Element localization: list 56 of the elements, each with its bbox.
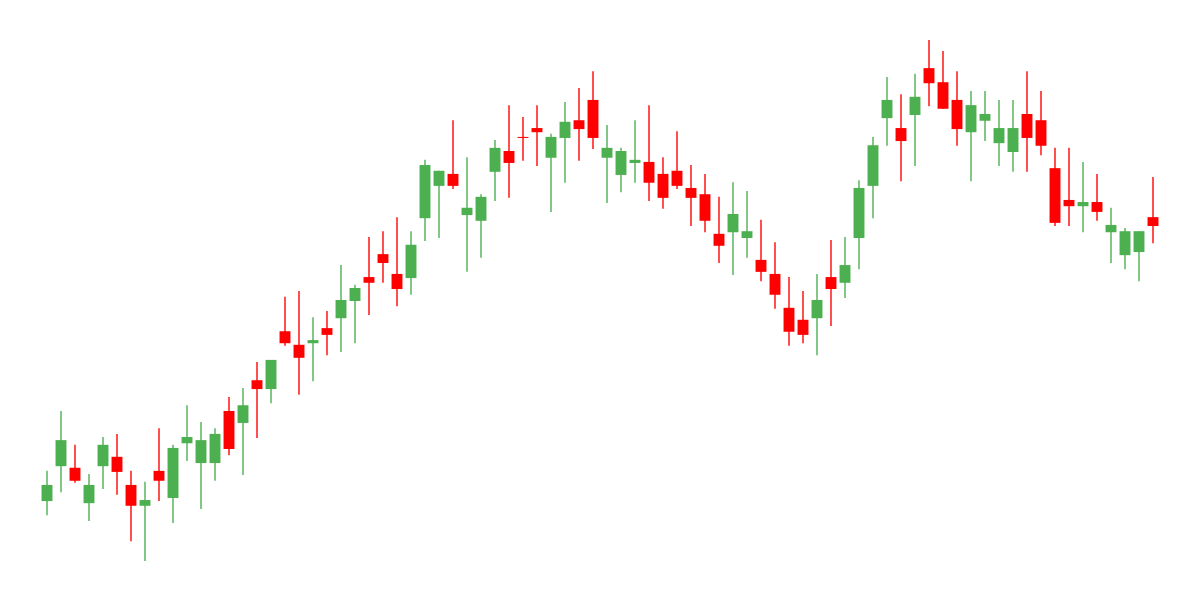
candlestick — [685, 164, 697, 227]
candlestick — [713, 196, 725, 264]
candlestick — [195, 421, 207, 510]
candlestick — [475, 193, 487, 259]
candlestick — [881, 76, 893, 147]
candlestick — [363, 236, 375, 316]
candlestick — [139, 481, 151, 561]
candlestick — [349, 284, 361, 344]
candlestick — [251, 361, 263, 439]
candlestick — [839, 236, 851, 299]
candlestick — [1091, 173, 1103, 222]
candlestick — [433, 170, 445, 239]
candlestick — [671, 130, 683, 190]
candlestick — [69, 444, 81, 484]
candlestick — [895, 93, 907, 182]
candlestick — [503, 104, 515, 199]
candlestick — [335, 264, 347, 353]
candlestick — [741, 190, 753, 259]
candlestick — [755, 219, 767, 282]
candlestick — [783, 276, 795, 347]
candlestick — [447, 119, 459, 190]
candlestick — [125, 470, 137, 542]
candlestick — [769, 241, 781, 310]
candlestick — [979, 90, 991, 142]
candlestick — [279, 296, 291, 347]
candlestick — [825, 239, 837, 327]
candlestick — [237, 387, 249, 476]
candlestick — [657, 156, 669, 210]
candlestick — [643, 104, 655, 202]
candlestick — [923, 40, 935, 107]
candlestick — [97, 436, 109, 490]
candlestick — [993, 99, 1005, 167]
candlestick — [153, 427, 165, 502]
candlestick — [111, 433, 123, 496]
candlestick — [293, 290, 305, 396]
candlestick — [545, 133, 557, 213]
candlestick — [811, 273, 823, 356]
candlestick — [489, 139, 501, 202]
candlestick — [573, 87, 585, 162]
candlestick — [1133, 230, 1145, 282]
candlestick — [391, 216, 403, 307]
candlestick — [83, 473, 95, 522]
candlestick — [41, 470, 53, 516]
candlestick — [1119, 227, 1131, 270]
candlestick — [1147, 176, 1159, 244]
candlestick — [517, 116, 529, 162]
candlestick — [1007, 99, 1019, 173]
candlestick — [559, 101, 571, 184]
candlestick — [727, 181, 739, 276]
candlestick — [321, 310, 333, 356]
candlestick — [601, 124, 613, 204]
candlestick — [909, 73, 921, 167]
candlestick — [1021, 70, 1033, 173]
candlestick — [797, 290, 809, 344]
candlestick — [615, 147, 627, 193]
candlestick — [377, 230, 389, 284]
